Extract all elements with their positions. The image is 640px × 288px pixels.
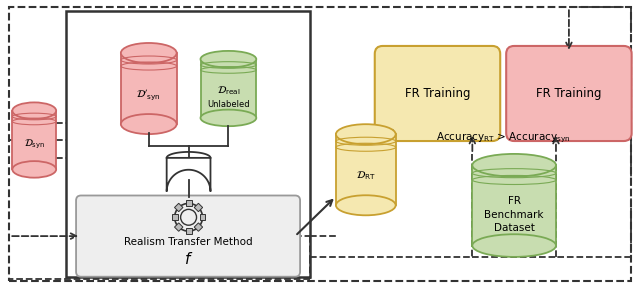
Text: Dataset: Dataset xyxy=(493,223,534,233)
Text: Accuracy$_{\mathsf{RT}}$ > Accuracy$_{\mathsf{syn}}$: Accuracy$_{\mathsf{RT}}$ > Accuracy$_{\m… xyxy=(436,131,570,145)
Bar xyxy=(172,214,178,220)
Bar xyxy=(186,228,191,234)
Bar xyxy=(12,111,56,169)
Ellipse shape xyxy=(121,43,177,63)
Polygon shape xyxy=(166,158,211,192)
Bar xyxy=(186,200,191,206)
Text: $\mathcal{D}_{\mathsf{RT}}$: $\mathcal{D}_{\mathsf{RT}}$ xyxy=(356,169,376,182)
Text: FR Training: FR Training xyxy=(404,87,470,100)
Ellipse shape xyxy=(336,195,396,215)
Ellipse shape xyxy=(336,124,396,144)
Ellipse shape xyxy=(121,114,177,134)
Text: Unlabeled: Unlabeled xyxy=(207,100,250,109)
Bar xyxy=(200,59,256,118)
Text: $\mathcal{D}_{\mathsf{real}}$: $\mathcal{D}_{\mathsf{real}}$ xyxy=(216,84,240,97)
Text: $\mathcal{D}_{\mathsf{syn}}$: $\mathcal{D}_{\mathsf{syn}}$ xyxy=(24,137,45,151)
Ellipse shape xyxy=(472,234,556,257)
Bar xyxy=(194,223,203,231)
FancyBboxPatch shape xyxy=(506,46,632,141)
FancyBboxPatch shape xyxy=(76,196,300,277)
Bar xyxy=(121,53,177,124)
Text: $\mathcal{D}'_{\mathsf{syn}}$: $\mathcal{D}'_{\mathsf{syn}}$ xyxy=(136,87,161,102)
Bar xyxy=(194,203,203,212)
Ellipse shape xyxy=(200,110,256,126)
Text: $f$: $f$ xyxy=(184,251,193,267)
Ellipse shape xyxy=(12,103,56,119)
Ellipse shape xyxy=(12,161,56,178)
Text: FR Training: FR Training xyxy=(536,87,602,100)
Ellipse shape xyxy=(200,51,256,67)
FancyBboxPatch shape xyxy=(375,46,500,141)
Bar xyxy=(175,223,183,231)
Bar xyxy=(336,134,396,205)
Bar xyxy=(66,11,310,277)
Bar xyxy=(200,214,205,220)
Bar xyxy=(472,165,556,246)
Ellipse shape xyxy=(472,154,556,177)
Text: FR: FR xyxy=(508,196,521,206)
Text: Benchmark: Benchmark xyxy=(484,210,544,220)
Text: Realism Transfer Method: Realism Transfer Method xyxy=(124,237,253,247)
Bar xyxy=(175,203,183,212)
